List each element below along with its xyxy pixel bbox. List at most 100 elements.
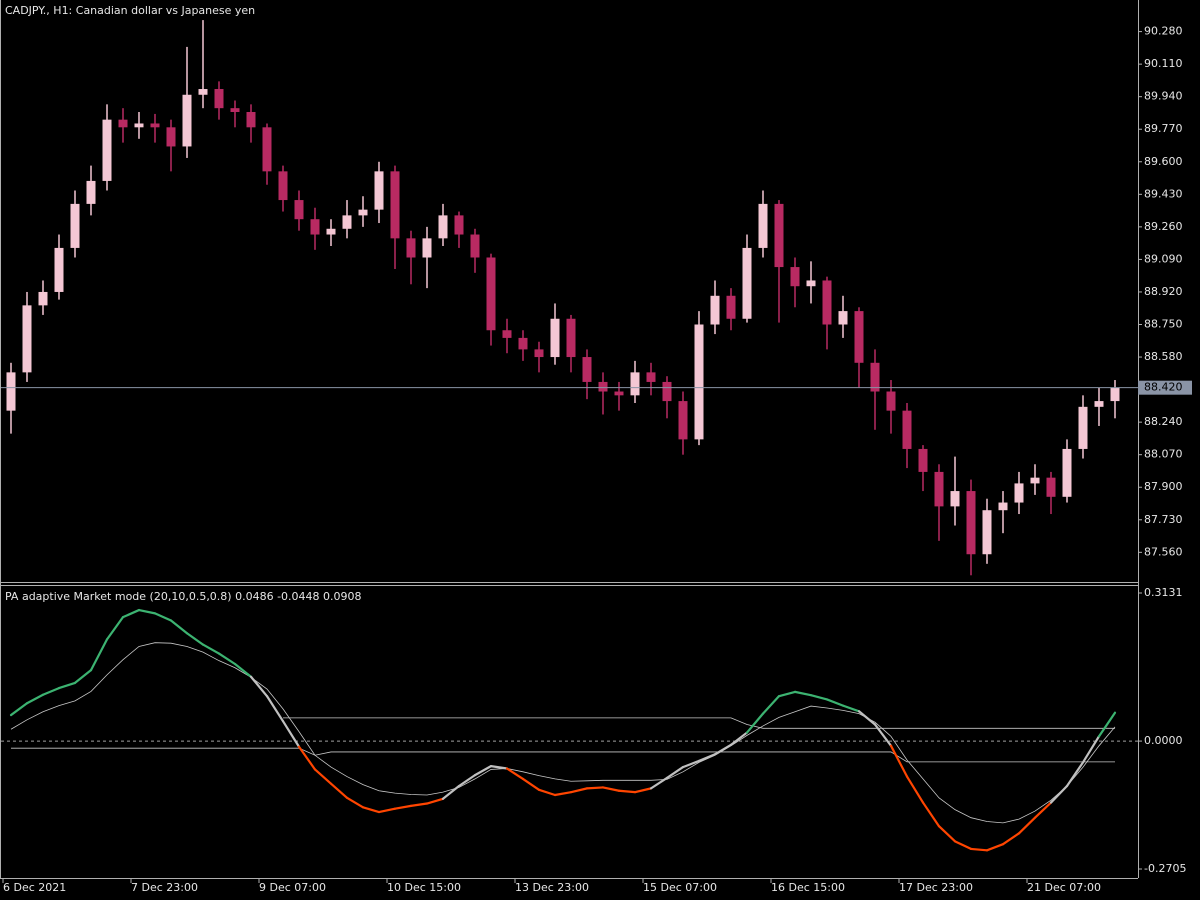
y-tick-label: 89.940 (1144, 90, 1183, 103)
x-tick-label: 15 Dec 07:00 (643, 881, 717, 894)
main-line-segment (1001, 832, 1021, 846)
candle-body (934, 471, 944, 507)
main-line-segment (857, 710, 877, 726)
candle-body (1030, 477, 1040, 484)
main-line-segment (249, 675, 269, 698)
main-line-segment (441, 784, 461, 800)
candle-body (230, 108, 240, 112)
main-line-segment (793, 690, 813, 697)
candle-body (870, 362, 880, 392)
main-line-segment (425, 797, 445, 805)
candle-body (438, 215, 448, 239)
candle-body (534, 349, 544, 358)
candle-body (374, 171, 384, 210)
y-tick-label: 87.730 (1144, 513, 1183, 526)
main-line-segment (585, 786, 605, 790)
main-line-segment (41, 687, 61, 696)
y-tick-label: 88.070 (1144, 448, 1183, 461)
candle-body (630, 372, 640, 396)
candle-body (262, 127, 272, 172)
candle-body (102, 119, 112, 181)
candle-body (310, 219, 320, 235)
main-line-segment (73, 669, 93, 685)
candle-body (918, 448, 928, 472)
x-tick-label: 10 Dec 15:00 (387, 881, 461, 894)
candle-body (6, 372, 16, 411)
main-line-segment (825, 698, 845, 707)
candle-body (214, 89, 224, 109)
main-line-segment (89, 638, 109, 672)
main-line-segment (313, 768, 333, 785)
candle-body (550, 318, 560, 358)
main-line-segment (713, 743, 733, 756)
x-tick-label: 17 Dec 23:00 (899, 881, 973, 894)
x-tick-label: 21 Dec 07:00 (1027, 881, 1101, 894)
candle-body (998, 502, 1008, 511)
y-tick-label: 89.260 (1144, 220, 1183, 233)
candle-body (646, 372, 656, 382)
main-line-segment (1065, 761, 1085, 788)
main-line-segment (777, 690, 797, 698)
main-line-segment (873, 723, 893, 747)
candle-body (406, 238, 416, 258)
main-line-segment (985, 843, 1005, 852)
candle-body (246, 111, 256, 128)
y-tick-label: 89.600 (1144, 155, 1183, 168)
candle-body (838, 311, 848, 325)
candle-body (806, 280, 816, 287)
indicator-line (10, 642, 1116, 824)
candle-body (710, 295, 720, 325)
candle-body (326, 228, 336, 235)
candle-body (278, 171, 288, 201)
main-line-segment (729, 731, 749, 746)
main-line-segment (953, 840, 973, 851)
y-tick-label: 88.920 (1144, 285, 1183, 298)
candle-body (566, 318, 576, 358)
main-line-segment (921, 801, 941, 828)
candle-body (390, 171, 400, 239)
candle-body (966, 491, 976, 555)
candle-body (1046, 477, 1056, 497)
candle-body (1078, 406, 1088, 449)
main-line-segment (537, 788, 557, 797)
main-line-segment (57, 681, 77, 690)
y-tick-label: 89.090 (1144, 252, 1183, 265)
main-line-segment (473, 765, 493, 777)
main-line-segment (489, 765, 509, 770)
indicator-line (283, 717, 1115, 729)
candle-body (70, 203, 80, 248)
candle-body (950, 491, 960, 507)
y-tick-label: 87.560 (1144, 545, 1183, 558)
candle-body (86, 180, 96, 204)
main-line-segment (553, 791, 573, 797)
candle-body (886, 391, 896, 411)
x-tick-label: 13 Dec 23:00 (515, 881, 589, 894)
main-line-segment (153, 612, 173, 622)
current-price-label: 88.420 (1144, 381, 1183, 394)
candle-body (182, 94, 192, 147)
main-line-segment (121, 608, 141, 619)
candle-body (454, 215, 464, 235)
x-tick-label: 9 Dec 07:00 (259, 881, 326, 894)
candle-body (582, 357, 592, 382)
candle-body (22, 305, 32, 373)
candle-body (294, 200, 304, 220)
main-line-segment (169, 619, 189, 635)
main-line-segment (1033, 801, 1053, 819)
main-line-segment (457, 774, 477, 788)
candle-body (982, 510, 992, 555)
candle-body (358, 209, 368, 216)
candle-body (38, 291, 48, 306)
main-line-segment (185, 632, 205, 646)
main-line-segment (841, 704, 861, 713)
candle-body (726, 295, 736, 319)
main-line-segment (665, 765, 685, 780)
y-tick-label: 0.3131 (1144, 586, 1183, 599)
y-tick-label: -0.2705 (1144, 862, 1186, 875)
candle-body (502, 330, 512, 338)
y-tick-label: 0.0000 (1144, 734, 1183, 747)
candle-body (1014, 483, 1024, 503)
candle-body (54, 247, 64, 292)
candle-body (694, 324, 704, 440)
main-line-segment (105, 616, 125, 641)
